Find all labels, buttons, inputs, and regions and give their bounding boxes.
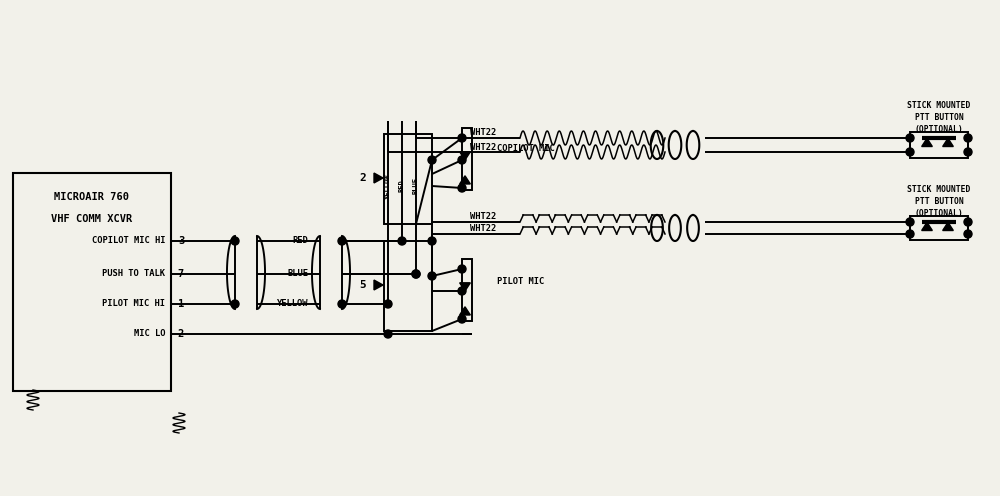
Circle shape	[458, 265, 466, 273]
Circle shape	[412, 270, 420, 278]
Circle shape	[906, 134, 914, 142]
Circle shape	[964, 134, 972, 142]
Text: WHT22: WHT22	[470, 128, 496, 137]
Bar	[13, 173, 171, 391]
Text: BLUE: BLUE	[287, 269, 308, 278]
Text: MICROAIR 760: MICROAIR 760	[54, 192, 130, 202]
Bar	[384, 134, 432, 224]
Text: 7: 7	[178, 269, 184, 279]
Text: 2: 2	[360, 173, 366, 183]
Circle shape	[458, 184, 466, 192]
Text: RED: RED	[399, 180, 405, 192]
Polygon shape	[460, 307, 470, 315]
Text: PILOT MIC HI: PILOT MIC HI	[102, 300, 165, 309]
Text: WHT22: WHT22	[470, 225, 496, 234]
Polygon shape	[374, 173, 383, 183]
Text: 3: 3	[178, 236, 184, 246]
Polygon shape	[943, 138, 953, 146]
Text: PILOT MIC: PILOT MIC	[497, 277, 544, 287]
Polygon shape	[943, 222, 953, 231]
Polygon shape	[460, 176, 470, 184]
Circle shape	[964, 218, 972, 226]
Circle shape	[338, 237, 346, 245]
Bar	[462, 259, 472, 321]
Circle shape	[338, 300, 346, 308]
Polygon shape	[922, 222, 932, 231]
Text: WHT22: WHT22	[470, 142, 496, 151]
Polygon shape	[374, 280, 383, 290]
Text: PTT BUTTON: PTT BUTTON	[915, 197, 963, 206]
Circle shape	[428, 156, 436, 164]
Bar	[384, 241, 432, 331]
Circle shape	[906, 218, 914, 226]
Circle shape	[428, 237, 436, 245]
Circle shape	[458, 315, 466, 323]
Circle shape	[458, 156, 466, 164]
Circle shape	[384, 330, 392, 338]
Circle shape	[964, 148, 972, 156]
Polygon shape	[922, 138, 932, 146]
Text: PUSH TO TALK: PUSH TO TALK	[102, 269, 165, 278]
Bar	[462, 128, 472, 190]
Text: YELLOW: YELLOW	[385, 173, 391, 199]
Bar	[910, 216, 968, 240]
Circle shape	[384, 300, 392, 308]
Text: COPILOT MIC HI: COPILOT MIC HI	[92, 237, 165, 246]
Text: (OPTIONAL): (OPTIONAL)	[915, 125, 963, 134]
Polygon shape	[460, 152, 470, 160]
Text: WHT22: WHT22	[470, 212, 496, 222]
Circle shape	[231, 237, 239, 245]
Circle shape	[458, 134, 466, 142]
Text: STICK MOUNTED: STICK MOUNTED	[907, 186, 971, 194]
Text: (OPTIONAL): (OPTIONAL)	[915, 209, 963, 219]
Circle shape	[964, 230, 972, 238]
Circle shape	[412, 270, 420, 278]
Text: RED: RED	[292, 237, 308, 246]
Text: COPILOT MIC: COPILOT MIC	[497, 144, 555, 153]
Text: YELLOW: YELLOW	[276, 300, 308, 309]
Circle shape	[398, 237, 406, 245]
Text: MIC LO: MIC LO	[134, 329, 165, 338]
Text: 2: 2	[178, 329, 184, 339]
Text: PTT BUTTON: PTT BUTTON	[915, 114, 963, 123]
Circle shape	[906, 230, 914, 238]
Circle shape	[458, 287, 466, 295]
Text: BLUE: BLUE	[413, 178, 419, 194]
Polygon shape	[460, 283, 470, 291]
Text: 5: 5	[360, 280, 366, 290]
Text: VHF COMM XCVR: VHF COMM XCVR	[51, 214, 133, 224]
Bar	[910, 132, 968, 158]
Text: 1: 1	[178, 299, 184, 309]
Circle shape	[428, 272, 436, 280]
Text: STICK MOUNTED: STICK MOUNTED	[907, 102, 971, 111]
Circle shape	[231, 300, 239, 308]
Circle shape	[906, 148, 914, 156]
